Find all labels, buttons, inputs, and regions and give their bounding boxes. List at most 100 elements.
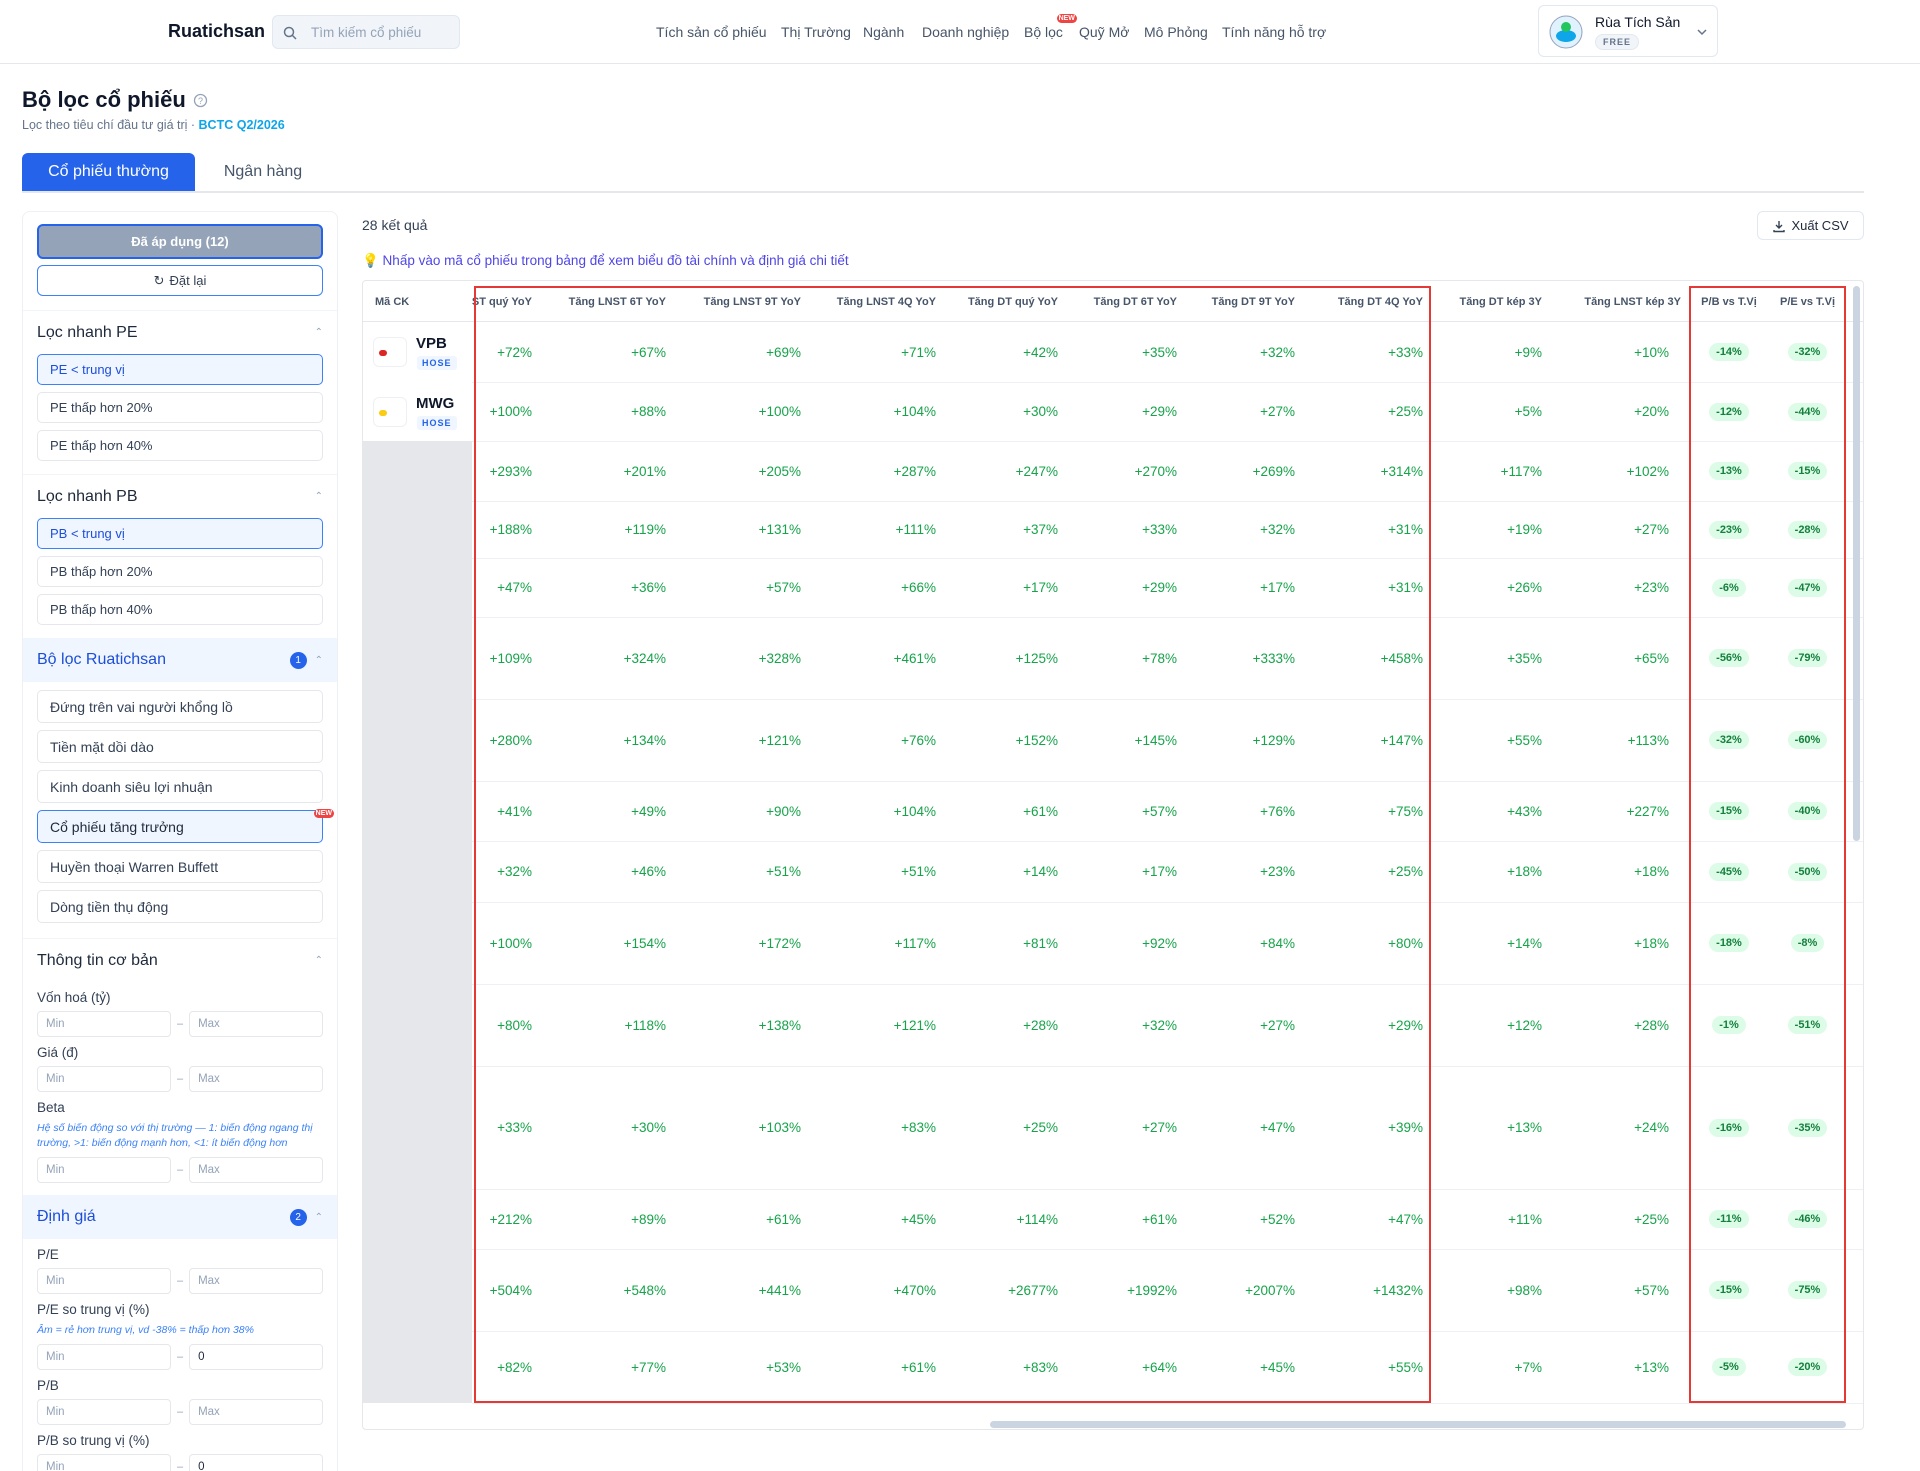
min-input[interactable]: Min	[37, 1344, 171, 1370]
max-input[interactable]: Max	[189, 1011, 323, 1037]
nav-link[interactable]: Tích sản cổ phiếu	[656, 24, 767, 40]
value-cell: +28%	[1023, 1017, 1058, 1033]
field-label: Beta	[37, 1100, 65, 1115]
column-header[interactable]: P/E vs T.Vị	[1779, 296, 1836, 308]
value-cell: +64%	[1142, 1359, 1177, 1375]
column-header[interactable]: Tăng LNST kép 3Y	[1584, 296, 1681, 308]
min-input[interactable]: Min	[37, 1011, 171, 1037]
nav-link[interactable]: Bộ lọc NEW	[1024, 14, 1077, 40]
filter-option[interactable]: PB < trung vị	[37, 518, 323, 549]
value-cell: +46%	[631, 864, 666, 879]
row-divider	[472, 382, 1863, 383]
ticker[interactable]: MWG	[416, 394, 455, 412]
applied-button[interactable]: Đã áp dụng (12)	[37, 224, 323, 259]
nav-link[interactable]: Thị Trường	[781, 24, 851, 40]
column-header[interactable]: Tăng DT quý YoY	[967, 296, 1058, 308]
column-header[interactable]: P/B vs T.Vị	[1701, 296, 1757, 308]
collapse-icon[interactable]: ⌃	[314, 1211, 323, 1223]
value-cell: +13%	[1507, 1120, 1542, 1135]
collapse-icon[interactable]: ⌃	[314, 955, 323, 966]
nav-link[interactable]: Tính năng hỗ trợ	[1222, 24, 1326, 40]
filter-option[interactable]: PE thấp hơn 20%	[37, 392, 323, 423]
section-header[interactable]: Lọc nhanh PE ⌃	[23, 310, 337, 354]
value-cell: +25%	[1023, 1120, 1058, 1135]
logo[interactable]: Ruatichsan	[168, 21, 266, 41]
value-cell: +55%	[1388, 1359, 1423, 1375]
svg-text:?: ?	[198, 96, 203, 106]
dash: –	[176, 1351, 184, 1363]
min-input[interactable]: Min	[37, 1268, 171, 1294]
ticker[interactable]: VPB	[416, 335, 447, 352]
column-header[interactable]: Mã CK	[375, 296, 410, 308]
h-scrollbar[interactable]	[990, 1421, 1846, 1428]
column-header[interactable]: Tăng DT 4Q YoY	[1337, 296, 1423, 308]
max-input[interactable]: Max	[189, 1399, 323, 1425]
v-scrollbar[interactable]	[1853, 286, 1860, 841]
preset-option[interactable]: Huyền thoại Warren Buffett	[37, 850, 323, 883]
collapse-icon[interactable]: ⌃	[314, 327, 323, 338]
column-header[interactable]: Tăng LNST 4Q YoY	[836, 296, 936, 308]
field-note: Âm = rẻ hơn trung vị, vd -38% = thấp hơn…	[37, 1324, 254, 1336]
search-icon	[283, 26, 297, 40]
export-button[interactable]: Xuất CSV	[1757, 211, 1864, 240]
valuation-pill: -23%	[1709, 520, 1749, 539]
column-header[interactable]: Tăng DT kép 3Y	[1459, 296, 1542, 308]
preset-option[interactable]: Đứng trên vai người khổng lồ	[37, 690, 323, 723]
row-divider	[472, 699, 1863, 700]
nav-link[interactable]: Mô Phỏng	[1144, 24, 1208, 40]
filter-option[interactable]: PB thấp hơn 40%	[37, 594, 323, 625]
column-header[interactable]: Tăng DT 9T YoY	[1211, 296, 1295, 308]
max-input[interactable]: Max	[189, 1157, 323, 1183]
value-cell: +17%	[1142, 864, 1177, 879]
value-cell: +470%	[893, 1282, 936, 1298]
column-header[interactable]: Tăng LNST 9T YoY	[703, 296, 801, 308]
section-header[interactable]: Bộ lọc Ruatichsan 1 ⌃	[23, 638, 337, 682]
value-cell: +23%	[1260, 864, 1295, 879]
nav-label: Tích sản cổ phiếu	[656, 24, 767, 40]
preset-option[interactable]: Tiền mặt dồi dào	[37, 730, 323, 763]
reset-icon: ↻	[153, 272, 165, 288]
collapse-icon[interactable]: ⌃	[314, 654, 323, 666]
search-box[interactable]: Tìm kiếm cổ phiếu	[272, 15, 460, 49]
filter-option[interactable]: PE < trung vị	[37, 354, 323, 385]
max-input[interactable]: Max	[189, 1066, 323, 1092]
min-input[interactable]: Min	[37, 1157, 171, 1183]
ticker-cell[interactable]: VPB HOSE	[363, 322, 472, 382]
count-badge: 1	[289, 651, 307, 669]
ticker-cell[interactable]: MWG HOSE	[363, 382, 472, 441]
collapse-icon[interactable]: ⌃	[314, 491, 323, 502]
min-input[interactable]: Min	[37, 1454, 171, 1471]
column-header[interactable]: Tăng LNST 6T YoY	[568, 296, 666, 308]
nav-link[interactable]: Doanh nghiệp	[922, 24, 1009, 40]
filter-option[interactable]: PB thấp hơn 20%	[37, 556, 323, 587]
section-header[interactable]: Định giá 2 ⌃	[23, 1195, 337, 1239]
min-input[interactable]: Min	[37, 1066, 171, 1092]
help-icon[interactable]: ?	[193, 93, 208, 108]
nav-link[interactable]: Ngành	[863, 24, 904, 40]
value-cell: +61%	[1142, 1211, 1177, 1227]
column-header[interactable]: Tăng DT 6T YoY	[1093, 296, 1177, 308]
max-input[interactable]: 0	[189, 1454, 323, 1471]
value-cell: +25%	[1634, 1211, 1669, 1227]
valuation-pill: -18%	[1709, 934, 1749, 952]
section-header[interactable]: Thông tin cơ bản ⌃	[23, 938, 337, 982]
section-header[interactable]: Lọc nhanh PB ⌃	[23, 474, 337, 518]
max-input[interactable]: Max	[189, 1268, 323, 1294]
min-input[interactable]: Min	[37, 1399, 171, 1425]
user-menu[interactable]: Rùa Tích Sản FREE	[1538, 5, 1718, 57]
preset-option[interactable]: Cổ phiếu tăng trưởng NEW	[37, 809, 334, 843]
preset-option[interactable]: Kinh doanh siêu lợi nhuận	[37, 770, 323, 803]
hint: 💡 Nhấp vào mã cổ phiếu trong bảng để xem…	[362, 253, 849, 268]
preset-option[interactable]: Dòng tiền thụ động	[37, 890, 323, 923]
nav-link[interactable]: Quỹ Mở	[1079, 24, 1129, 40]
filter-option[interactable]: PE thấp hơn 40%	[37, 430, 323, 461]
tab[interactable]: Cổ phiếu thường	[22, 153, 195, 191]
subtitle-row: Lọc theo tiêu chí đầu tư giá trị · BCTC …	[22, 118, 285, 132]
range-inputs: Min – Max	[37, 1066, 323, 1092]
value-cell: +117%	[894, 935, 936, 951]
max-input[interactable]: 0	[189, 1344, 323, 1370]
dash: –	[176, 1461, 184, 1471]
reset-button[interactable]: ↻ Đặt lại	[37, 265, 323, 296]
column-header[interactable]: Tăng LNST quý YoY	[472, 296, 532, 308]
tab[interactable]: Ngân hàng	[223, 163, 303, 180]
